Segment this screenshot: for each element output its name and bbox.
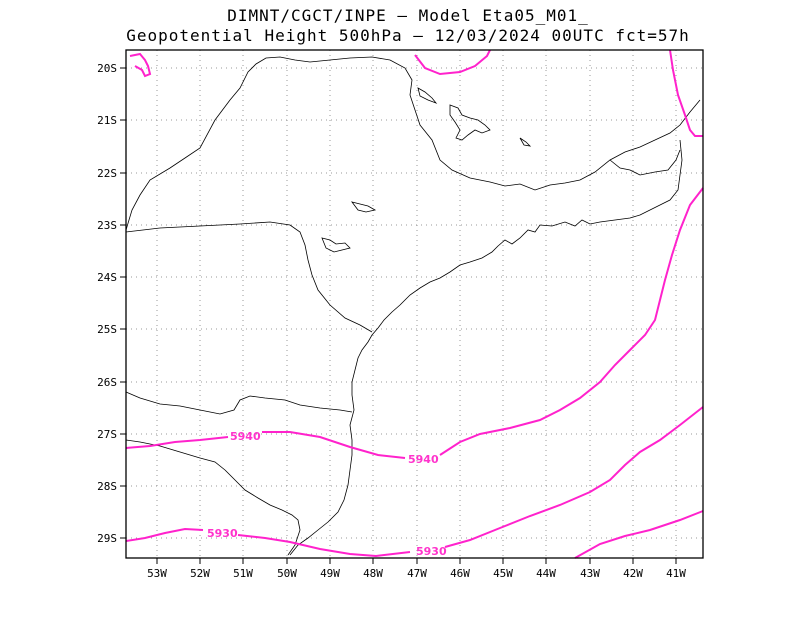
graticule bbox=[126, 50, 703, 558]
contour-label: 5930 bbox=[416, 545, 447, 558]
contour-5930-south-east bbox=[574, 510, 704, 559]
contour-5930-east bbox=[444, 406, 704, 548]
state-border-sp-north bbox=[125, 56, 701, 231]
lon-label: 44W bbox=[536, 567, 556, 580]
lat-label: 28S bbox=[97, 480, 117, 493]
lat-label: 23S bbox=[97, 219, 117, 232]
contour-label: 5930 bbox=[207, 527, 238, 540]
map-title-line1: DIMNT/CGCT/INPE — Model Eta05_M01_ bbox=[227, 6, 589, 25]
contour-northeast-1 bbox=[414, 49, 491, 76]
contour-5940-east bbox=[439, 187, 704, 456]
state-border-sc-rs bbox=[125, 439, 301, 556]
lat-label: 26S bbox=[97, 376, 117, 389]
lon-label: 50W bbox=[277, 567, 297, 580]
contour-northeast-2 bbox=[669, 49, 703, 137]
lon-label: 46W bbox=[450, 567, 470, 580]
contour-top-left bbox=[129, 52, 152, 78]
lon-label: 52W bbox=[190, 567, 210, 580]
contour-5930-west bbox=[125, 527, 204, 542]
lat-label: 24S bbox=[97, 271, 117, 284]
lat-label: 20S bbox=[97, 62, 117, 75]
lon-label: 48W bbox=[363, 567, 383, 580]
contour-5940-mid bbox=[262, 431, 406, 459]
lat-label: 21S bbox=[97, 114, 117, 127]
lon-label: 47W bbox=[407, 567, 427, 580]
longitude-axis bbox=[156, 558, 677, 564]
lon-label: 45W bbox=[493, 567, 513, 580]
lon-label: 43W bbox=[580, 567, 600, 580]
contour-5940-west bbox=[125, 436, 229, 449]
lon-label: 42W bbox=[623, 567, 643, 580]
lake-3 bbox=[351, 201, 377, 213]
map-frame bbox=[125, 49, 704, 559]
latitude-axis bbox=[120, 67, 126, 539]
lake-5 bbox=[519, 137, 532, 147]
map-title-line2: Geopotential Height 500hPa — 12/03/2024 … bbox=[126, 26, 690, 45]
lon-label: 53W bbox=[147, 567, 167, 580]
lon-label: 49W bbox=[320, 567, 340, 580]
state-border-pr-sc bbox=[125, 391, 353, 415]
lat-label: 22S bbox=[97, 167, 117, 180]
coastline bbox=[289, 139, 683, 556]
lake-1 bbox=[449, 104, 491, 141]
lat-label: 27S bbox=[97, 428, 117, 441]
contour-label: 5940 bbox=[408, 453, 439, 466]
lake-2 bbox=[321, 237, 351, 253]
coastline-and-borders bbox=[125, 56, 701, 556]
state-border-mg-rj bbox=[609, 149, 681, 176]
lon-label: 41W bbox=[666, 567, 686, 580]
geopotential-contours bbox=[125, 49, 704, 559]
state-border-sp-pr bbox=[125, 221, 373, 333]
lat-label: 29S bbox=[97, 532, 117, 545]
contour-5930-mid bbox=[237, 534, 411, 558]
lon-label: 51W bbox=[233, 567, 253, 580]
contour-label: 5940 bbox=[230, 430, 261, 443]
lake-4 bbox=[417, 87, 438, 104]
lat-label: 25S bbox=[97, 323, 117, 336]
